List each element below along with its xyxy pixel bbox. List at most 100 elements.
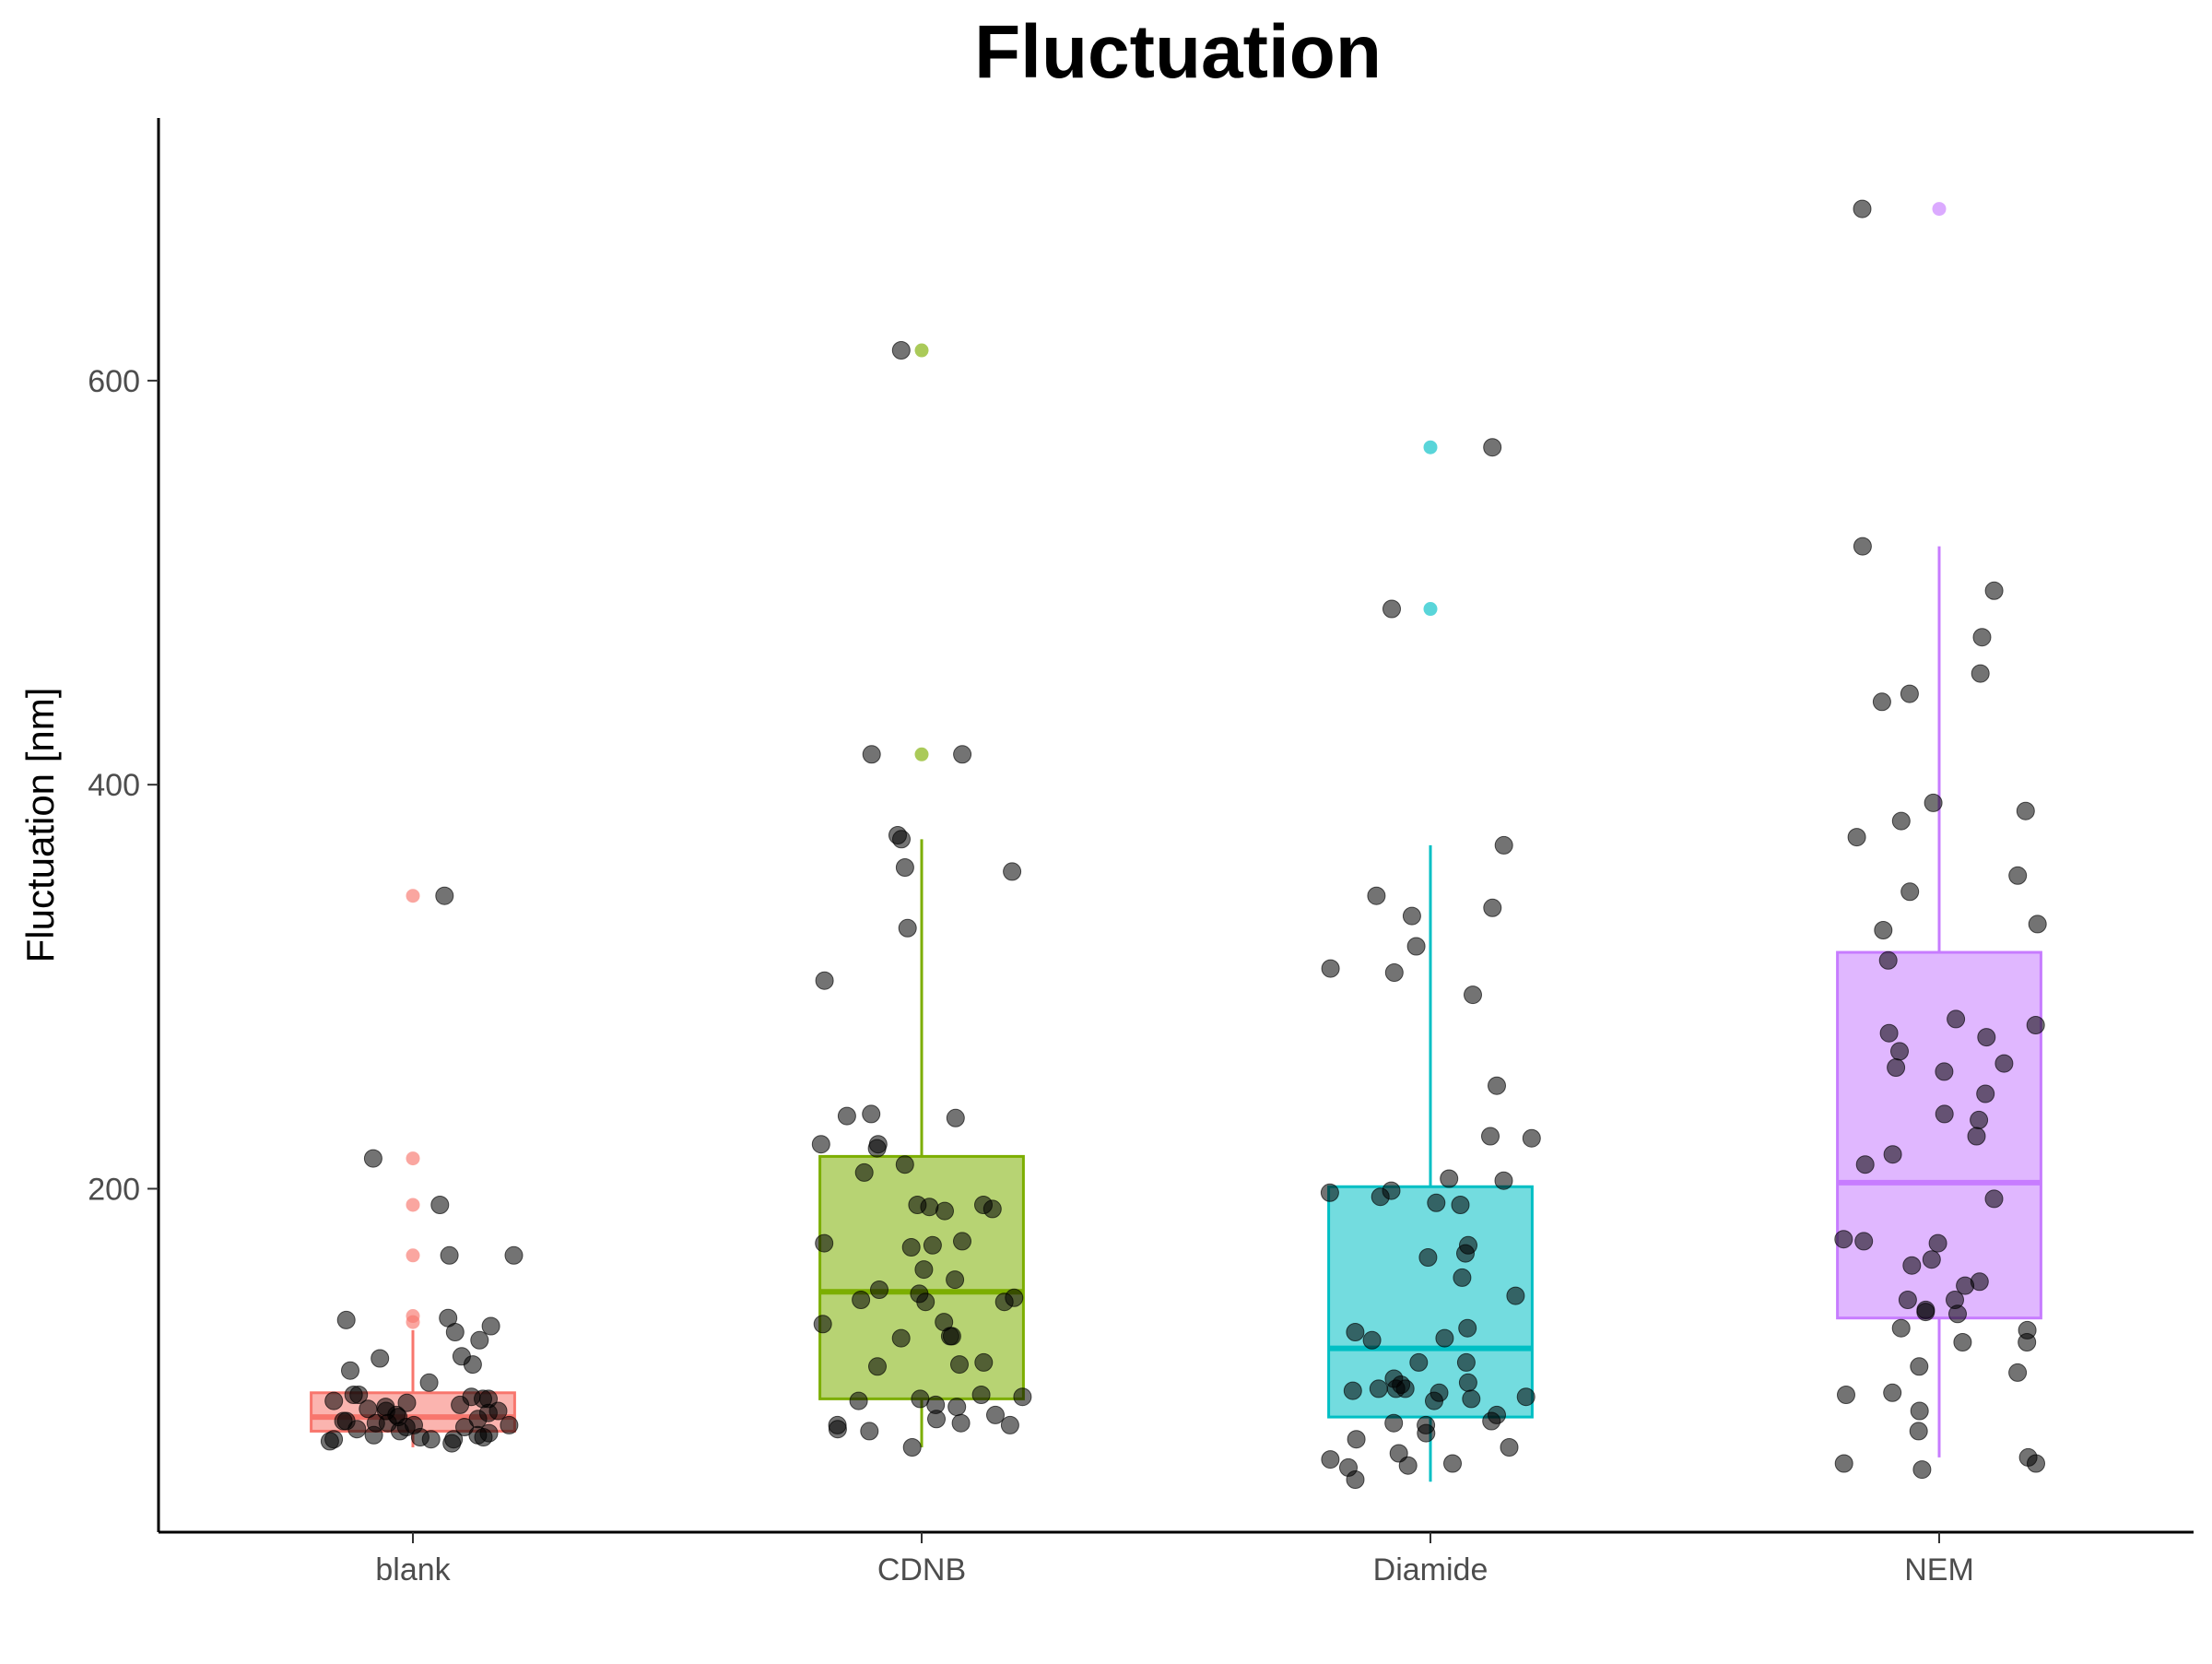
data-point: [950, 1355, 969, 1375]
data-point: [421, 1430, 441, 1449]
outlier-point: [1423, 602, 1438, 617]
data-point: [419, 1373, 439, 1392]
data-point: [901, 1238, 921, 1257]
data-point: [1458, 1373, 1477, 1392]
x-tick-label: Diamide: [1373, 1552, 1488, 1587]
data-point: [854, 1162, 874, 1182]
data-point: [953, 745, 972, 764]
data-point: [504, 1245, 524, 1265]
data-point: [1977, 1028, 1996, 1047]
data-point: [1953, 1333, 1972, 1351]
data-point: [946, 1270, 965, 1290]
data-point: [1853, 199, 1872, 218]
data-point: [2028, 915, 2047, 934]
data-point: [852, 1291, 871, 1309]
data-point: [902, 1438, 922, 1457]
data-point: [1409, 1352, 1429, 1372]
data-point: [1872, 692, 1891, 712]
data-point: [1451, 1196, 1470, 1214]
data-point: [1398, 1456, 1418, 1475]
box-group-NEM: [1836, 202, 2042, 1457]
data-point: [1418, 1248, 1438, 1267]
data-point: [1879, 1023, 1899, 1043]
data-point: [982, 1199, 1002, 1219]
data-point: [811, 1135, 830, 1154]
x-tick-label: NEM: [1904, 1552, 1974, 1587]
data-point: [1883, 1145, 1902, 1164]
chart-title: Fluctuation: [974, 10, 1382, 94]
data-point: [1912, 1460, 1932, 1480]
data-point: [1834, 1230, 1853, 1249]
data-point: [1425, 1391, 1443, 1410]
data-point: [1522, 1128, 1541, 1148]
data-point: [1922, 1250, 1941, 1269]
data-point: [868, 1357, 887, 1376]
outlier-point: [1932, 202, 1947, 217]
data-point: [1972, 628, 1992, 647]
data-point: [947, 1398, 967, 1417]
outlier-point: [406, 1309, 420, 1324]
data-point: [1976, 1084, 1995, 1103]
data-point: [1013, 1387, 1032, 1407]
data-point: [1321, 1450, 1340, 1469]
y-axis-label: Fluctuation [nm]: [18, 688, 62, 963]
box-group-blank: [310, 889, 516, 1447]
data-point: [837, 1106, 856, 1126]
data-point: [1453, 1268, 1472, 1287]
data-point: [916, 1292, 935, 1312]
data-point: [895, 1155, 914, 1174]
data-point: [442, 1434, 462, 1453]
box-group-Diamide: [1327, 440, 1534, 1482]
data-point: [828, 1420, 847, 1439]
outlier-point: [406, 1248, 420, 1263]
data-point: [1890, 1042, 1909, 1061]
data-point: [2027, 1454, 2045, 1473]
data-point: [334, 1411, 353, 1431]
data-point: [1956, 1276, 1975, 1295]
data-point: [1855, 1155, 1875, 1174]
data-point: [1458, 1318, 1477, 1338]
data-point: [1494, 1171, 1513, 1190]
data-point: [1000, 1415, 1019, 1434]
data-point: [1386, 1379, 1406, 1398]
data-point: [1948, 1304, 1967, 1324]
data-point: [1909, 1422, 1928, 1441]
data-point: [1456, 1352, 1476, 1372]
data-point: [1910, 1401, 1929, 1421]
data-point: [946, 1108, 965, 1127]
data-point: [898, 918, 917, 938]
data-point: [994, 1292, 1014, 1312]
data-point: [1481, 1127, 1500, 1146]
data-point: [1427, 1193, 1446, 1212]
data-point: [892, 830, 911, 849]
y-tick-label: 600: [88, 364, 140, 399]
data-point: [474, 1428, 493, 1446]
x-tick-label: CDNB: [877, 1552, 966, 1587]
data-point: [862, 1104, 881, 1124]
data-point: [951, 1413, 971, 1433]
data-point: [347, 1420, 367, 1439]
data-point: [1443, 1454, 1462, 1473]
data-point: [1417, 1423, 1436, 1443]
data-point: [364, 1425, 383, 1445]
data-point: [1402, 906, 1421, 926]
data-point: [815, 971, 834, 990]
data-point: [1346, 1470, 1365, 1489]
data-point: [2018, 1333, 2037, 1351]
data-point: [1367, 886, 1386, 905]
data-point: [891, 341, 911, 360]
data-point: [463, 1355, 482, 1375]
points-CDNB: [811, 341, 1032, 1457]
data-point: [1854, 1232, 1874, 1251]
data-point: [849, 1391, 868, 1410]
data-point: [1853, 537, 1872, 556]
data-point: [1500, 1438, 1519, 1457]
data-point: [324, 1391, 344, 1410]
data-point: [1898, 1291, 1917, 1309]
data-point: [974, 1352, 994, 1372]
data-point: [445, 1323, 465, 1341]
data-point: [927, 1410, 946, 1429]
points-NEM: [1834, 199, 2047, 1480]
plot-area: [310, 199, 2047, 1489]
data-point: [500, 1415, 519, 1434]
